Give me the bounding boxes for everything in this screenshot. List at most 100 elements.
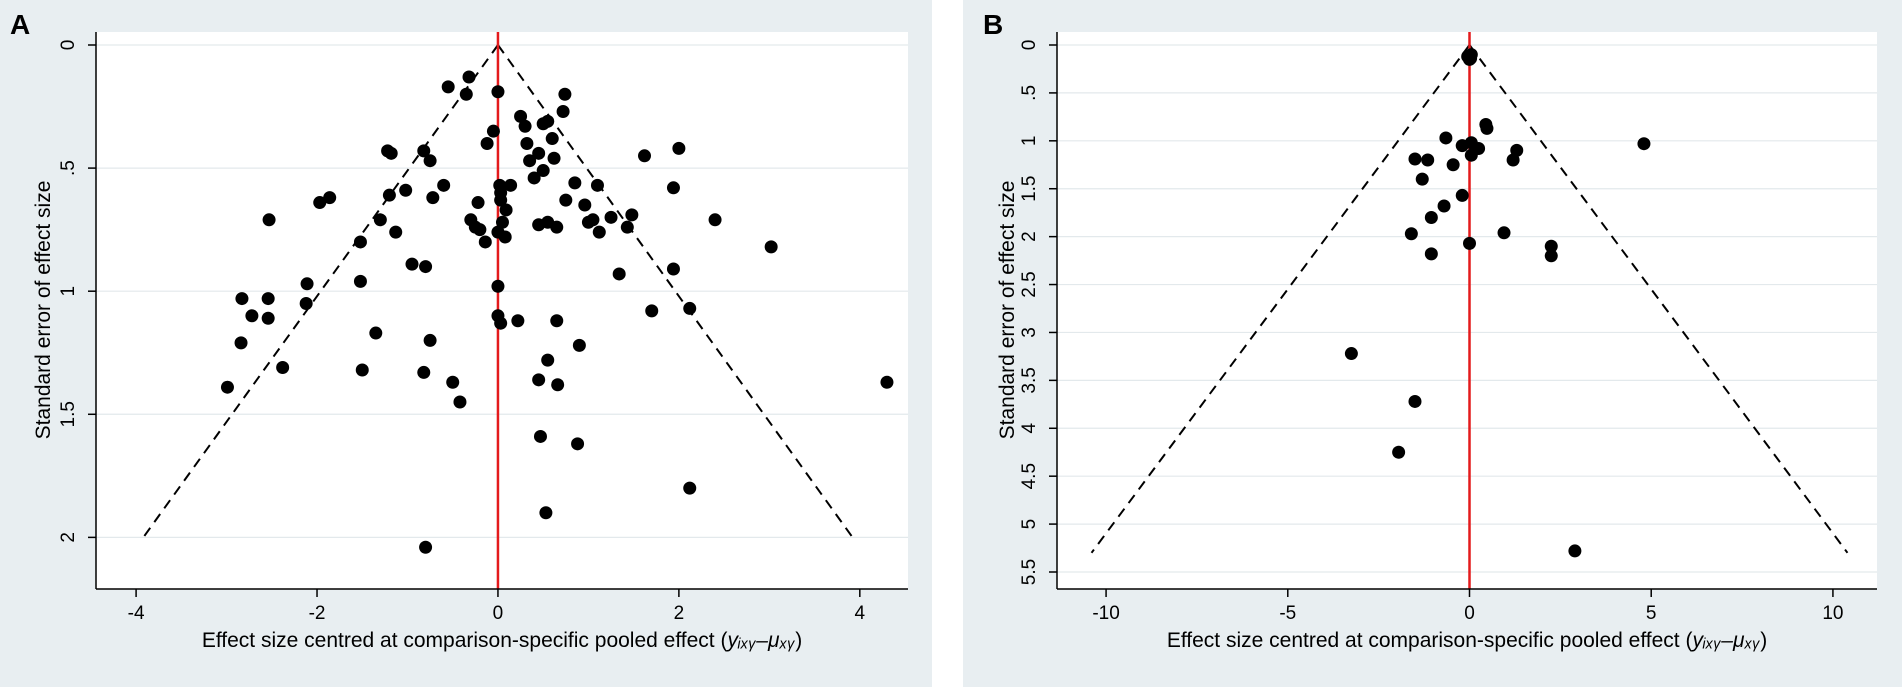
panel-a-data-point [645,304,659,318]
panel-b-data-point [1568,544,1582,558]
panel-a-data-point [480,136,494,150]
panel-b-data-point [1392,445,1406,459]
panel-b-data-point [1344,347,1358,361]
panel-b-y-tick-label: 3 [1019,327,1040,338]
panel-b-x-tick-label: 10 [1822,603,1843,624]
panel-b-y-tick-label: 1.5 [1019,176,1040,202]
panel-a-axes [88,32,908,597]
panel-a-data-point [405,257,419,271]
panel-a-x-axis-label: Effect size centred at comparison-specif… [202,629,802,652]
panel-a-x-tick-label: 0 [493,603,504,624]
panel-a-data-point [539,506,553,520]
panel-a-x-axis-label-suffix: ) [795,629,802,652]
panel-a-data-point [556,104,570,118]
panel-a-x-tick-label: 2 [674,603,685,624]
panel-b-y-tick-label: 3.5 [1019,367,1040,393]
panel-a-data-point [532,146,546,160]
panel-a-data-point [261,292,275,306]
panel-a-data-point [494,193,508,207]
panel-b-y-tick-label: 4.5 [1019,463,1040,489]
panel-a-data-point [491,279,505,293]
panel-b-data-point [1480,121,1494,135]
panel-b-data-point [1455,139,1469,153]
panel-a-data-point [592,225,606,239]
panel-b-x-tick-label: 0 [1464,603,1475,624]
panel-b-x-axis-label-math: yᵢₓᵧ–μₓᵧ [1690,629,1760,652]
panel-a-data-point [551,378,565,392]
panel-a-data-point [399,183,413,197]
panel-b-data-point [1408,394,1422,408]
panel-a-plot-area [96,32,908,589]
panel-b-points [1344,48,1651,558]
panel-a-data-point [514,109,528,123]
panel-a-data-point [499,203,513,217]
panel-a-data-point [532,373,546,387]
panel-b-y-tick-label: 2 [1019,231,1040,242]
panel-b-x-axis-label-prefix: Effect size centred at comparison-specif… [1167,629,1693,652]
panel-b-data-point [1544,239,1558,253]
panel-a-data-point [299,297,313,310]
panel-b-funnel-left-limit [1090,44,1471,554]
panel-a-data-point [666,262,680,276]
panel-b-y-tick-label: .5 [1019,85,1040,101]
panel-a-data-point [245,309,259,323]
panel-a-data-point [459,87,473,101]
panel-a-data-point [355,363,369,377]
panel-a-data-point [550,314,564,328]
panel-b-y-axis-label: Standard error of effect size [996,181,1019,440]
panel-a-data-point [491,85,505,99]
panel-a-y-axis-label: Standard error of effect size [32,181,55,440]
panel-a-y-tick-label: .5 [58,160,79,176]
panel-a-data-point [683,481,697,495]
panel-a-data-point [382,188,396,202]
panel-b-tick-labels: 0 .5 1 1.5 2 2.5 3 3.5 4 4.5 5 5.5 -10 -5 0 5 10 [1019,40,1843,624]
panel-a-data-point [586,213,600,227]
panel-a-x-tick-label: 4 [855,603,866,624]
panel-b-funnel [1090,32,1849,589]
panel-b-data-point [1637,137,1651,151]
panel-a-data-point [426,191,440,205]
panel-a-y-tick-label: 1 [58,286,79,297]
panel-a-data-point [527,171,541,185]
panel-a-points [220,70,894,554]
panel-a-x-tick-label: -2 [309,603,326,624]
panel-a-data-point [471,196,485,210]
panel-a-data-point [220,380,234,394]
panel-b-y-tick-label: 1 [1019,136,1040,147]
panel-a-data-point [520,136,534,150]
panel-b-data-point [1464,148,1478,162]
panel-a-data-point [234,336,248,350]
panel-a-x-axis-label-prefix: Effect size centred at comparison-specif… [202,629,728,652]
panel-a-data-point [323,191,337,205]
panel-b-data-point [1463,236,1476,250]
panel-b-y-tick-label: 5.5 [1019,559,1040,585]
panel-b-data-point [1437,199,1451,213]
panel-a-data-point [478,235,492,249]
panel-a-data-point [423,154,437,168]
panel-a-data-point [373,213,387,227]
panel-b-data-point [1510,143,1524,157]
panel-b-x-tick-label: -5 [1279,603,1296,624]
panel-a-data-point [523,154,537,168]
panel-a-data-point [261,311,275,325]
panel-a-data-point [572,338,586,352]
panel-a: A 0 .5 1 1.5 2 -4 -2 0 2 4 Standard error of effe… [0,0,932,687]
panel-b-y-tick-label: 2.5 [1019,271,1040,297]
panel-b-data-point [1424,247,1438,261]
panel-a-y-tick-label: 0 [58,40,79,51]
panel-a-data-point [764,240,778,254]
panel-b: B 0 .5 1 1.5 2 2.5 3 3.5 4 4.5 5 5.5 -10 -5 0 5 10 Stand… [963,0,1902,687]
panel-b-y-tick-label: 4 [1019,423,1040,434]
panel-a-data-point [559,193,573,207]
panel-b-x-tick-label: 5 [1646,603,1657,624]
panel-a-tick-labels: 0 .5 1 1.5 2 -4 -2 0 2 4 [58,40,866,624]
panel-b-data-point [1446,158,1460,172]
panel-a-data-point [666,181,680,195]
panel-a-data-point [708,213,722,227]
panel-b-data-point [1455,188,1469,202]
panel-b-y-tick-label: 5 [1019,519,1040,530]
panel-b-data-point [1424,210,1438,224]
panel-a-data-point [384,146,398,160]
panel-b-data-point [1421,153,1435,167]
